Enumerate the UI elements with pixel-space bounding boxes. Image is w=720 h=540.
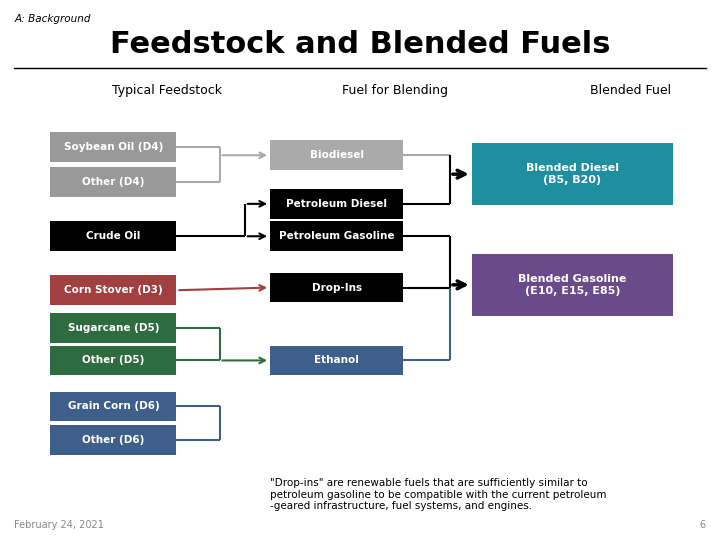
Text: Other (D4): Other (D4) bbox=[82, 177, 145, 187]
Text: Blended Diesel
(B5, B20): Blended Diesel (B5, B20) bbox=[526, 163, 619, 185]
FancyBboxPatch shape bbox=[270, 140, 403, 170]
Text: Soybean Oil (D4): Soybean Oil (D4) bbox=[63, 142, 163, 152]
FancyBboxPatch shape bbox=[50, 346, 176, 375]
FancyBboxPatch shape bbox=[50, 221, 176, 251]
Text: Sugarcane (D5): Sugarcane (D5) bbox=[68, 323, 159, 333]
Text: Other (D5): Other (D5) bbox=[82, 355, 145, 366]
Text: Grain Corn (D6): Grain Corn (D6) bbox=[68, 401, 159, 411]
FancyBboxPatch shape bbox=[50, 132, 176, 162]
Text: Petroleum Gasoline: Petroleum Gasoline bbox=[279, 231, 395, 241]
FancyBboxPatch shape bbox=[50, 392, 176, 421]
Text: Corn Stover (D3): Corn Stover (D3) bbox=[64, 285, 163, 295]
Text: Biodiesel: Biodiesel bbox=[310, 150, 364, 160]
Text: Feedstock and Blended Fuels: Feedstock and Blended Fuels bbox=[109, 30, 611, 59]
Text: 6: 6 bbox=[699, 520, 706, 530]
FancyBboxPatch shape bbox=[50, 425, 176, 455]
Text: Petroleum Diesel: Petroleum Diesel bbox=[286, 199, 387, 209]
Text: Other (D6): Other (D6) bbox=[82, 435, 145, 445]
Text: "Drop-ins" are renewable fuels that are sufficiently similar to
petroleum gasoli: "Drop-ins" are renewable fuels that are … bbox=[270, 478, 606, 511]
Text: Drop-Ins: Drop-Ins bbox=[312, 282, 361, 293]
FancyBboxPatch shape bbox=[270, 189, 403, 219]
FancyBboxPatch shape bbox=[472, 143, 673, 205]
Text: Typical Feedstock: Typical Feedstock bbox=[112, 84, 222, 97]
Text: Fuel for Blending: Fuel for Blending bbox=[342, 84, 448, 97]
FancyBboxPatch shape bbox=[50, 167, 176, 197]
FancyBboxPatch shape bbox=[270, 346, 403, 375]
Text: Blended Gasoline
(E10, E15, E85): Blended Gasoline (E10, E15, E85) bbox=[518, 274, 626, 296]
FancyBboxPatch shape bbox=[270, 273, 403, 302]
Text: Crude Oil: Crude Oil bbox=[86, 231, 140, 241]
Text: Ethanol: Ethanol bbox=[314, 355, 359, 366]
FancyBboxPatch shape bbox=[270, 221, 403, 251]
FancyBboxPatch shape bbox=[472, 254, 673, 316]
Text: A: Background: A: Background bbox=[14, 14, 91, 24]
Text: February 24, 2021: February 24, 2021 bbox=[14, 520, 104, 530]
FancyBboxPatch shape bbox=[50, 313, 176, 343]
FancyBboxPatch shape bbox=[50, 275, 176, 305]
Text: Blended Fuel: Blended Fuel bbox=[590, 84, 672, 97]
